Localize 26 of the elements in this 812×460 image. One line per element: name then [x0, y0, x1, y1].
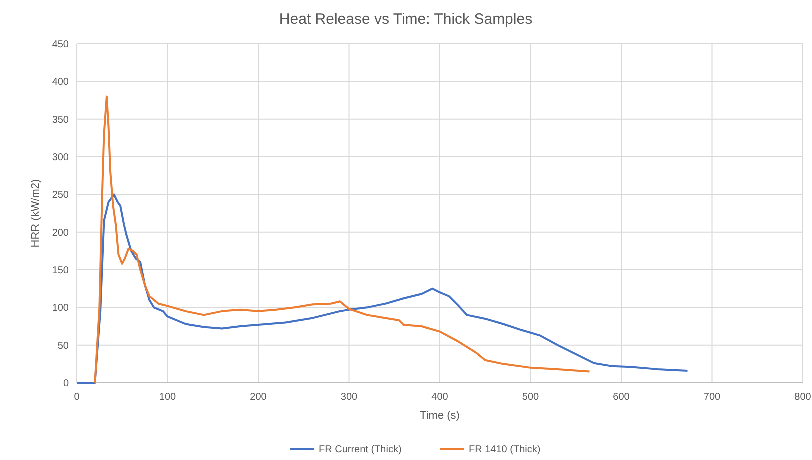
y-tick-label: 400 — [52, 77, 70, 88]
line-series — [94, 96, 591, 384]
legend-label: FR 1410 (Thick) — [469, 444, 541, 456]
x-tick-label: 400 — [432, 392, 449, 403]
line-series — [76, 194, 689, 384]
x-tick-label: 600 — [613, 392, 630, 403]
y-axis-title: HRR (kW/m2) — [30, 179, 42, 248]
y-tick-label: 0 — [63, 378, 70, 390]
legend-label: FR Current (Thick) — [319, 444, 402, 456]
x-tick-label: 0 — [74, 392, 80, 403]
x-tick-label: 100 — [159, 392, 177, 403]
y-tick-label: 100 — [52, 303, 70, 314]
y-tick-label: 250 — [52, 190, 70, 202]
x-tick-label: 300 — [340, 392, 358, 403]
x-tick-label: 200 — [250, 392, 268, 403]
y-tick-label: 200 — [52, 228, 70, 239]
y-tick-label: 450 — [52, 40, 70, 50]
y-tick-label: 300 — [52, 152, 70, 164]
y-tick-label: 50 — [58, 340, 70, 352]
y-tick-label: 350 — [52, 114, 70, 126]
y-tick-label: 150 — [52, 266, 70, 276]
x-tick-label: 700 — [704, 392, 722, 403]
chart-title: Heat Release vs Time: Thick Samples — [279, 11, 533, 28]
x-tick-label: 800 — [794, 392, 812, 403]
x-axis-title: Time (s) — [420, 410, 460, 422]
x-tick-label: 500 — [522, 392, 540, 403]
